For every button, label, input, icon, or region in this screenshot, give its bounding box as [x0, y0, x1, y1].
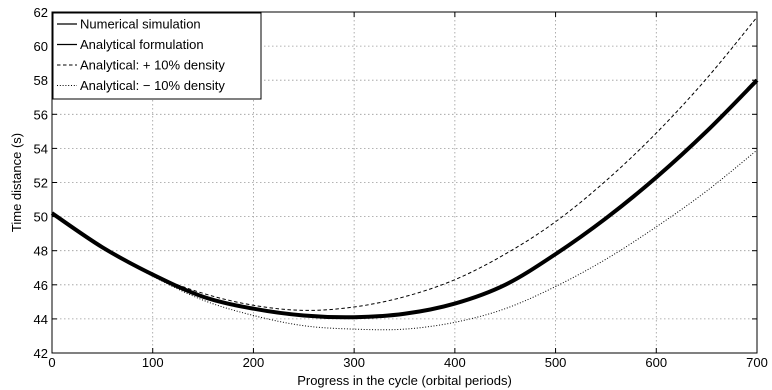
legend-label: Analytical: − 10% density	[80, 78, 225, 93]
y-tick-label: 58	[34, 73, 48, 88]
y-tick-label: 52	[34, 176, 48, 191]
legend-label: Numerical simulation	[80, 17, 201, 32]
x-tick-label: 600	[645, 355, 667, 370]
legend-items: Numerical simulation Analytical formulati…	[57, 17, 225, 93]
x-axis-label: Progress in the cycle (orbital periods)	[297, 373, 512, 388]
y-tick-label: 44	[34, 312, 48, 327]
y-axis-label: Time distance (s)	[9, 133, 24, 232]
y-tick-label: 42	[34, 346, 48, 361]
x-tick-label: 0	[48, 355, 55, 370]
series-line-3	[51, 149, 758, 331]
x-tick-label: 400	[444, 355, 466, 370]
y-tick-label: 46	[34, 278, 48, 293]
axis-ticks: 0 100 200 300 400 500 600 700 42 44 46 48 50 52 54 56 58…	[34, 5, 768, 370]
series-lines	[50, 16, 759, 331]
x-tick-label: 500	[545, 355, 567, 370]
y-tick-label: 54	[34, 141, 48, 156]
y-tick-label: 56	[34, 107, 48, 122]
y-tick-label: 50	[34, 210, 48, 225]
legend-box	[52, 12, 262, 100]
series-line-0	[50, 78, 759, 320]
legend-label: Analytical: + 10% density	[80, 58, 225, 73]
x-tick-label: 200	[243, 355, 265, 370]
y-tick-label: 62	[34, 5, 48, 20]
x-tick-label: 700	[746, 355, 768, 370]
y-tick-label: 48	[34, 244, 48, 259]
x-tick-label: 100	[142, 355, 164, 370]
legend: Numerical simulation Analytical formulati…	[52, 12, 262, 100]
x-tick-label: 300	[343, 355, 365, 370]
series-line-1	[51, 79, 758, 318]
legend-label: Analytical formulation	[80, 37, 204, 52]
y-tick-label: 60	[34, 39, 48, 54]
